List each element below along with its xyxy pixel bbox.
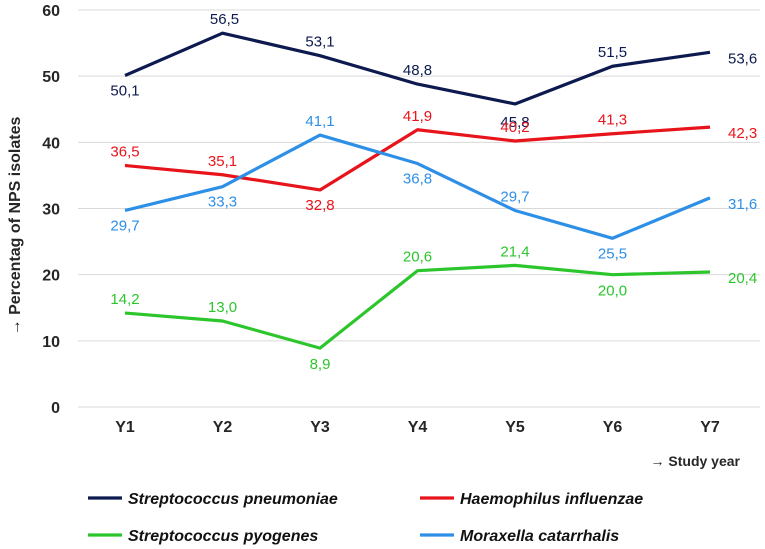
x-tick-label: Y1 <box>115 419 135 436</box>
legend-label: Haemophilus influenzae <box>460 491 643 508</box>
x-tick-label: Y5 <box>505 419 525 436</box>
data-label: 41,1 <box>305 113 334 130</box>
y-tick-label: 50 <box>42 69 60 86</box>
data-label: 32,8 <box>305 197 334 214</box>
series-line <box>124 125 711 192</box>
gridlines <box>78 9 760 342</box>
x-tick-label: Y6 <box>603 419 623 436</box>
data-label: 51,5 <box>598 44 627 61</box>
data-label: 20,4 <box>728 270 757 287</box>
legend: Streptococcus pneumoniae Haemophilus infl… <box>88 491 643 545</box>
data-label: 56,5 <box>210 11 239 28</box>
data-label: 8,9 <box>310 356 331 373</box>
data-label: 48,8 <box>403 62 432 79</box>
data-label: 20,6 <box>403 249 432 266</box>
x-tick-label: Y3 <box>310 419 330 436</box>
data-label: 25,5 <box>598 245 627 262</box>
data-label: 36,5 <box>110 143 139 160</box>
y-tick-label: 0 <box>51 400 60 417</box>
data-label: 20,0 <box>598 283 627 300</box>
data-label: 29,7 <box>110 217 139 234</box>
x-axis-ticks: Y1 Y2 Y3 Y4 Y5 Y6 Y7 <box>115 419 720 436</box>
legend-label: Moraxella catarrhalis <box>460 528 619 545</box>
data-label: 21,4 <box>500 243 529 260</box>
legend-label: Streptococcus pneumoniae <box>128 491 338 508</box>
x-axis-label: → Study year <box>651 453 741 469</box>
data-label: 41,9 <box>403 108 432 125</box>
y-tick-label: 60 <box>42 3 60 20</box>
x-tick-label: Y2 <box>213 419 233 436</box>
data-label: 33,3 <box>208 194 237 211</box>
data-label: 45,8 <box>500 114 529 131</box>
data-label: 40,2 <box>500 119 529 136</box>
legend-label: Streptococcus pyogenes <box>128 528 318 545</box>
data-label: 53,6 <box>728 50 757 67</box>
y-tick-label: 20 <box>42 268 60 285</box>
data-label: 36,8 <box>403 171 432 188</box>
data-label: 53,1 <box>305 34 334 51</box>
series-line <box>124 263 711 350</box>
x-tick-label: Y7 <box>700 419 720 436</box>
y-tick-label: 30 <box>42 202 60 219</box>
data-label: 14,2 <box>110 291 139 308</box>
data-label: 42,3 <box>728 125 757 142</box>
data-labels: 50,1 56,5 53,1 48,8 45,8 51,5 53,6 36,5 35,1 32,8… <box>110 11 757 373</box>
data-label: 31,6 <box>728 196 757 213</box>
data-label: 29,7 <box>500 188 529 205</box>
series-lines <box>124 31 711 350</box>
data-label: 13,0 <box>208 299 237 316</box>
series-line <box>124 133 711 240</box>
x-tick-label: Y4 <box>408 419 428 436</box>
series-line <box>124 31 711 106</box>
data-label: 41,3 <box>598 112 627 129</box>
y-axis-label: → Percentag of NPS isolates <box>7 117 24 336</box>
data-label: 50,1 <box>110 83 139 100</box>
y-tick-label: 40 <box>42 135 60 152</box>
y-tick-label: 10 <box>42 334 60 351</box>
data-label: 35,1 <box>208 153 237 170</box>
y-axis-ticks: 0 10 20 30 40 50 60 <box>42 3 60 417</box>
